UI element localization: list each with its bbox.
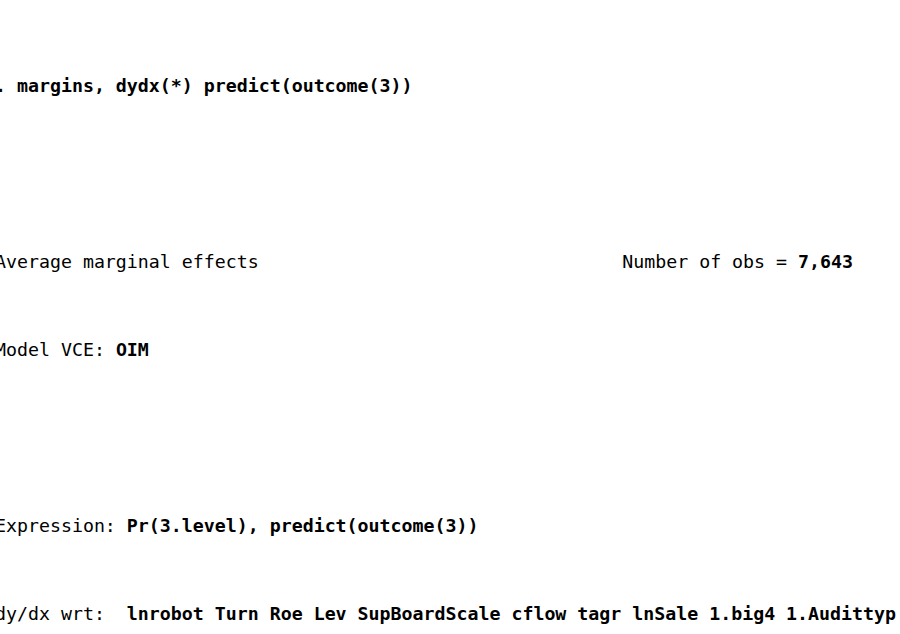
expression-label: Expression: [0,515,127,536]
obs-value: 7,643 [798,251,853,272]
obs-label: Number of obs = [622,251,798,272]
results-header-row: Average marginal effects Number of obs =… [0,249,853,274]
vce-value: OIM [116,339,149,360]
wrt-label: dy/dx wrt: [0,603,127,624]
obs-count: Number of obs = 7,643 [622,249,853,274]
expression-line: Expression: Pr(3.level), predict(outcome… [0,513,900,538]
blank-line [0,161,900,186]
stata-command: . margins, dydx(*) predict(outcome(3)) [0,73,900,98]
vce-label: Model VCE: [0,339,116,360]
blank-line [0,425,900,450]
model-vce-line: Model VCE: OIM [0,337,900,362]
stata-output-window: . margins, dydx(*) predict(outcome(3)) A… [0,0,900,634]
expression-value: Pr(3.level), predict(outcome(3)) [127,515,479,536]
output-title: Average marginal effects [0,249,259,274]
dydx-wrt-line: dy/dx wrt: lnrobot Turn Roe Lev SupBoard… [0,601,900,626]
wrt-value: lnrobot Turn Roe Lev SupBoardScale cflow… [127,603,896,624]
